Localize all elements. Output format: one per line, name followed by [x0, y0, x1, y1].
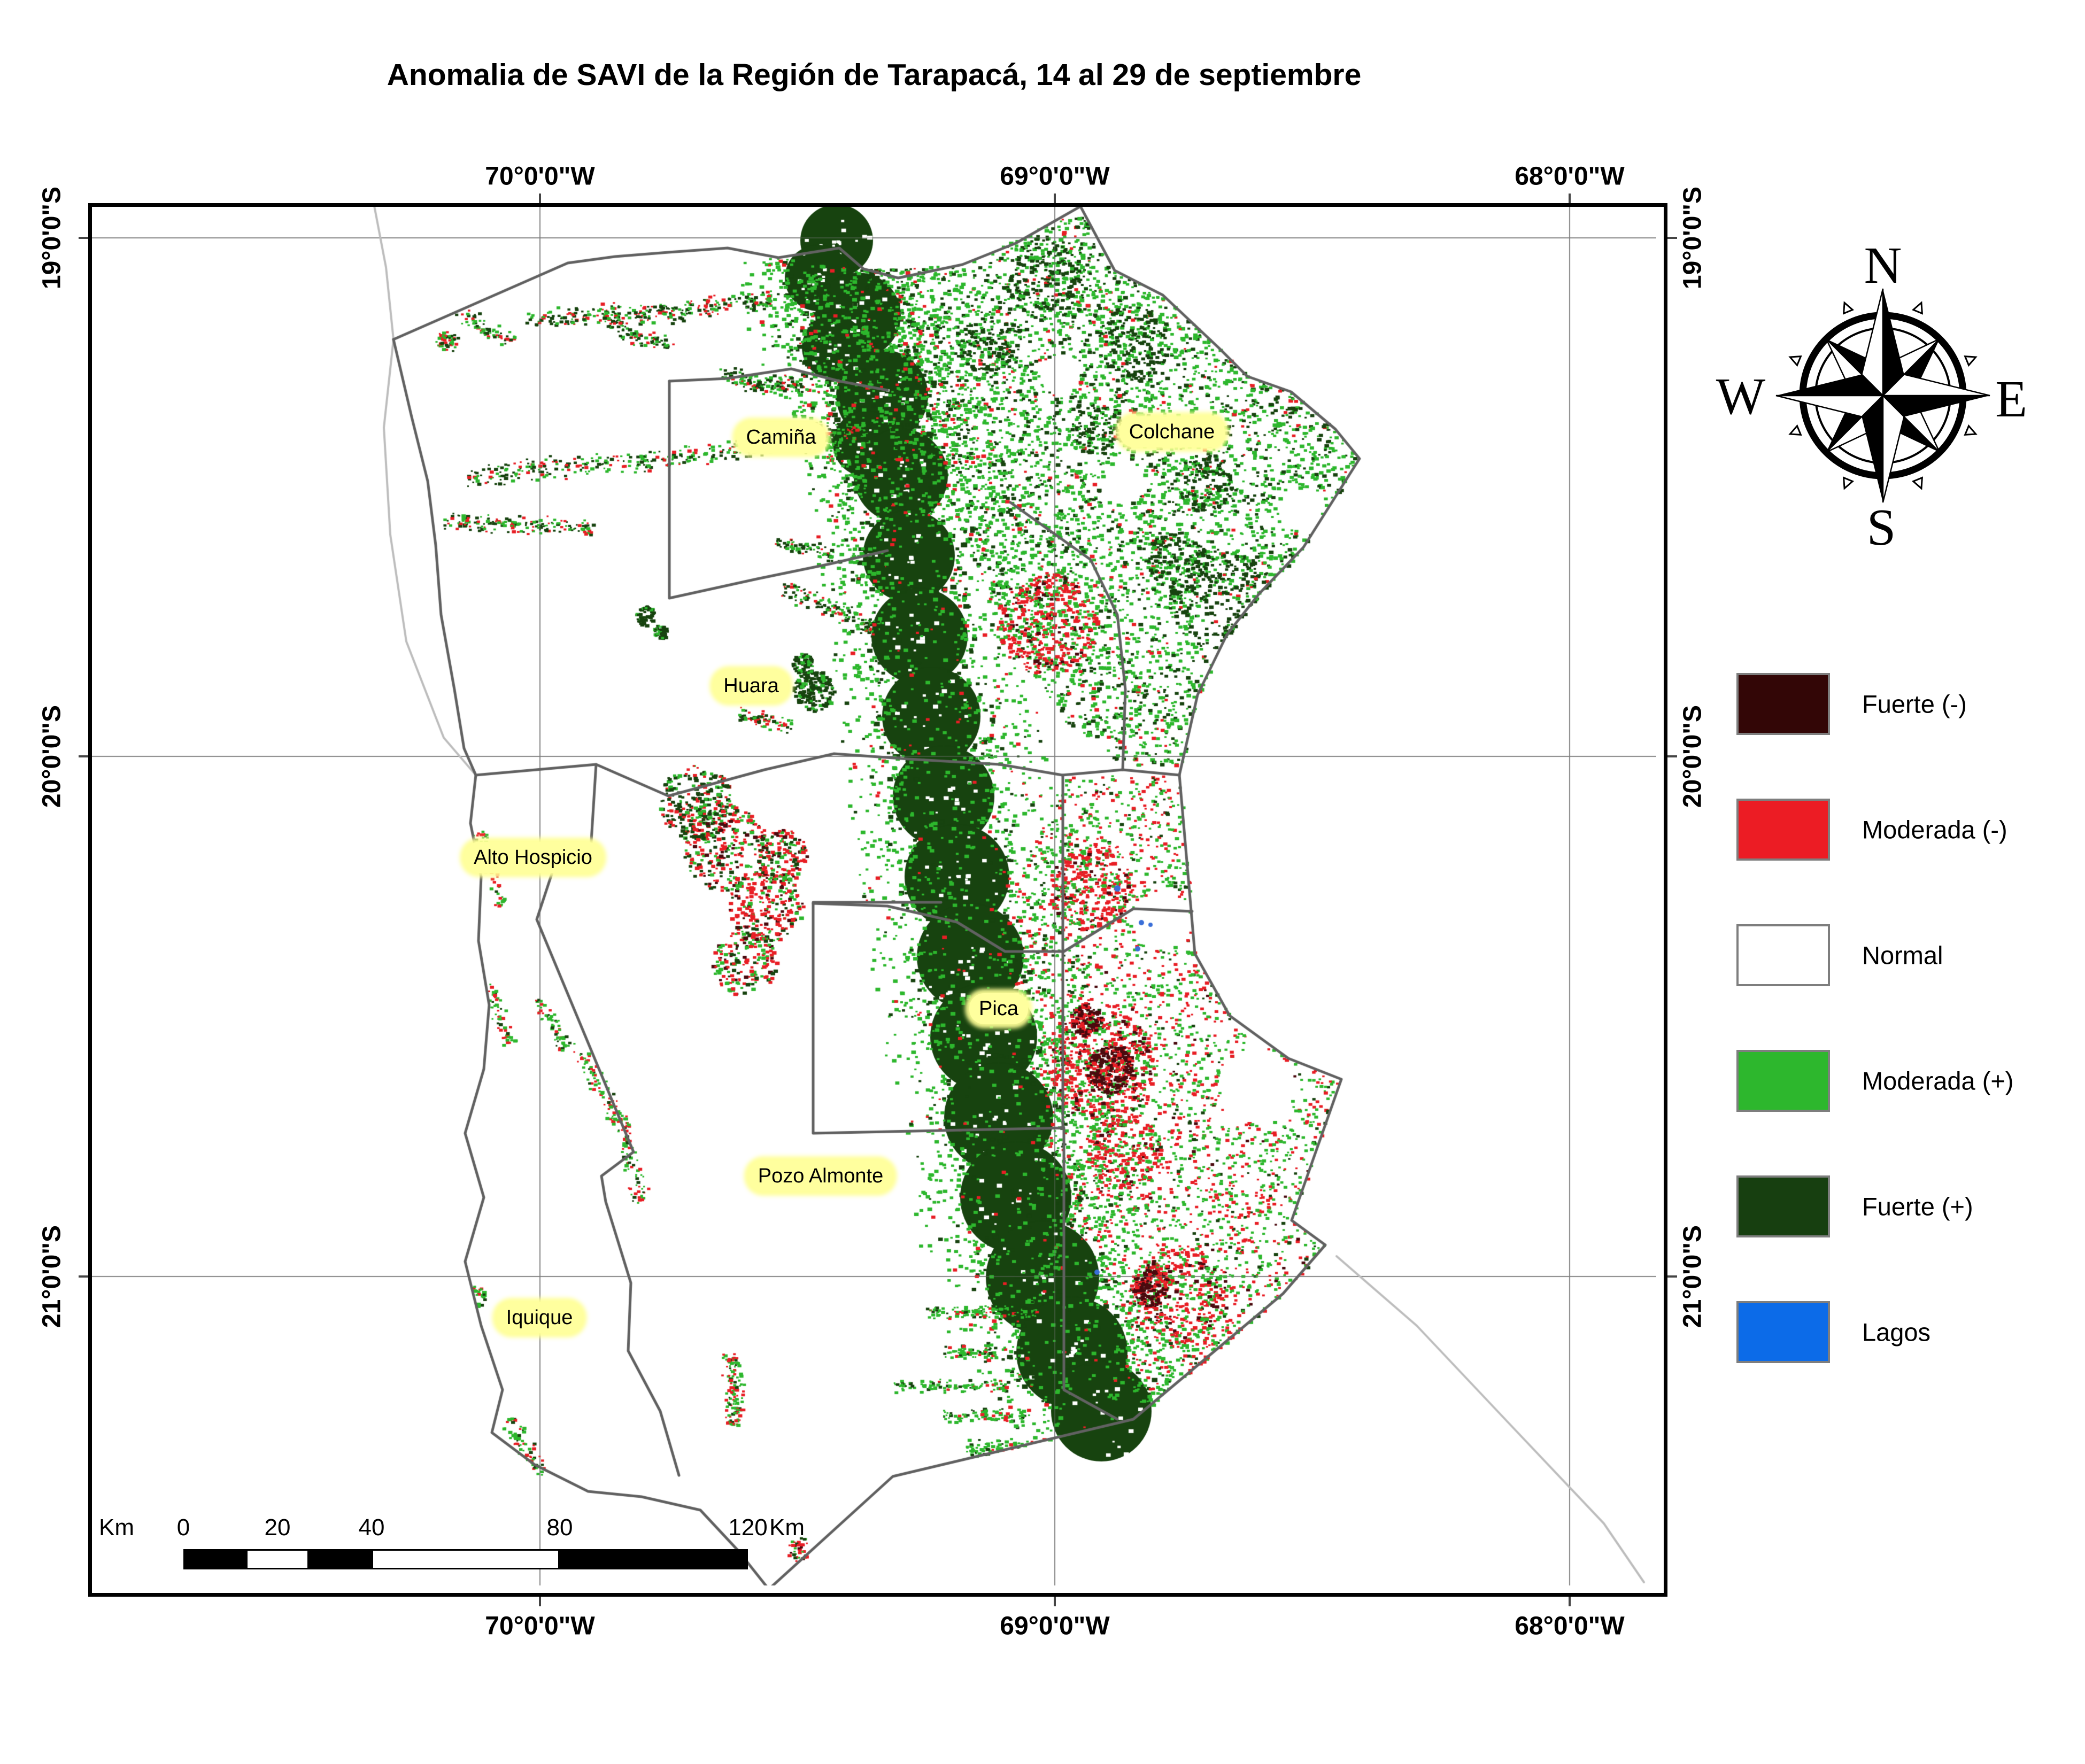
lon-label-top-1: 69°0'0"W	[1000, 162, 1110, 191]
lat-label-left-0: 19°0'0"S	[37, 186, 66, 290]
lat-label-left-1: 20°0'0"S	[37, 705, 66, 808]
place-label-colchane: Colchane	[1119, 416, 1225, 447]
place-label-camina: Camiña	[736, 422, 826, 453]
scale-unit-prefix: Km	[99, 1514, 134, 1541]
scale-tick-0: 0	[176, 1514, 190, 1541]
scale-bar-segment	[560, 1549, 748, 1569]
legend-swatch-normal	[1736, 924, 1830, 986]
legend-label-moderada-neg: Moderada (-)	[1862, 815, 2007, 844]
lon-label-top-2: 68°0'0"W	[1515, 162, 1625, 191]
axis-tick	[1054, 1597, 1056, 1606]
legend-label-fuerte-neg: Fuerte (-)	[1862, 690, 1967, 718]
legend-swatch-fuerte-neg	[1736, 673, 1830, 735]
place-label-iquique: Iquique	[496, 1302, 583, 1333]
scale-tick-80: 80	[546, 1514, 573, 1541]
legend-swatch-moderada-pos	[1736, 1050, 1830, 1112]
axis-tick	[79, 237, 88, 239]
compass-east-label: E	[1995, 370, 2027, 428]
map-frame	[88, 203, 1667, 1597]
map-title: Anomalia de SAVI de la Región de Tarapac…	[387, 58, 1362, 92]
place-label-pica: Pica	[969, 993, 1028, 1024]
lon-label-bottom-2: 68°0'0"W	[1515, 1612, 1625, 1641]
lon-label-top-0: 70°0'0"W	[485, 162, 595, 191]
compass-south-label: S	[1866, 499, 1896, 556]
compass-rose-icon	[1775, 288, 1990, 503]
lat-label-right-1: 20°0'0"S	[1678, 705, 1707, 808]
axis-tick	[1569, 1597, 1571, 1606]
map-canvas	[92, 207, 1656, 1585]
place-label-alto-hospicio: Alto Hospicio	[464, 842, 602, 873]
legend-swatch-fuerte-pos	[1736, 1175, 1830, 1237]
lon-label-bottom-0: 70°0'0"W	[485, 1612, 595, 1641]
scale-tick-40: 40	[358, 1514, 385, 1541]
place-label-pozo-almonte: Pozo Almonte	[748, 1160, 893, 1192]
scale-tick-120: 120	[728, 1514, 768, 1541]
legend-label-normal: Normal	[1862, 941, 1943, 970]
axis-tick	[79, 755, 88, 757]
scale-bar-segment	[372, 1549, 560, 1569]
compass-north-label: N	[1864, 237, 1902, 295]
lon-label-bottom-1: 69°0'0"W	[1000, 1612, 1110, 1641]
axis-tick	[1667, 237, 1677, 239]
axis-tick	[539, 1597, 541, 1606]
legend-swatch-moderada-neg	[1736, 799, 1830, 861]
scale-bar-segment	[246, 1549, 309, 1569]
axis-tick	[79, 1275, 88, 1278]
axis-tick	[1667, 755, 1677, 757]
axis-tick	[539, 194, 541, 203]
axis-tick	[1667, 1275, 1677, 1278]
lat-label-left-2: 21°0'0"S	[37, 1225, 66, 1328]
lat-label-right-2: 21°0'0"S	[1678, 1225, 1707, 1328]
axis-tick	[1569, 194, 1571, 203]
compass-west-label: W	[1716, 368, 1766, 425]
legend-label-fuerte-pos: Fuerte (+)	[1862, 1192, 1973, 1221]
place-label-huara: Huara	[714, 670, 789, 701]
scale-tick-20: 20	[264, 1514, 291, 1541]
legend-label-moderada-pos: Moderada (+)	[1862, 1066, 2014, 1095]
scale-unit-suffix: Km	[769, 1514, 805, 1541]
lat-label-right-0: 19°0'0"S	[1678, 186, 1707, 290]
scale-bar-segment	[308, 1549, 372, 1569]
legend-label-lagos: Lagos	[1862, 1318, 1931, 1347]
legend-swatch-lagos	[1736, 1301, 1830, 1363]
axis-tick	[1054, 194, 1056, 203]
scale-bar-segment	[183, 1549, 246, 1569]
